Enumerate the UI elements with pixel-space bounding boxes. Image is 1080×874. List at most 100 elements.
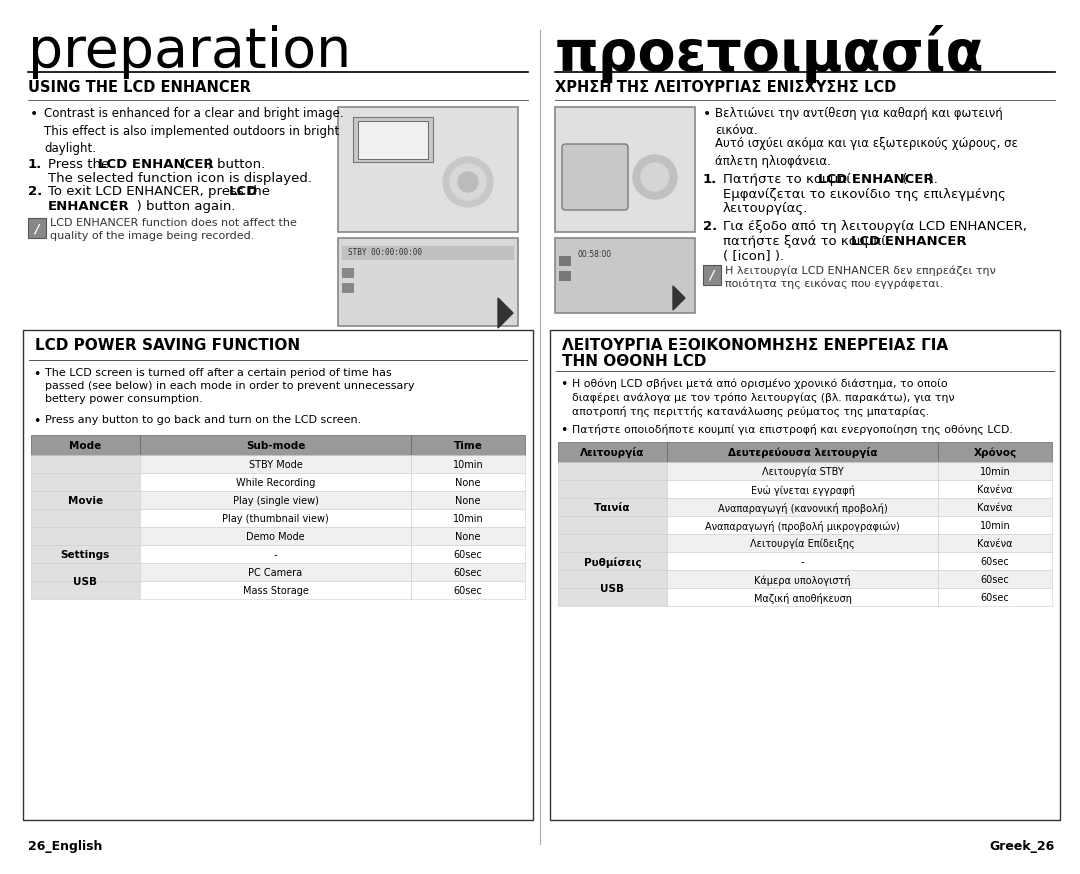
Text: •: • xyxy=(33,368,40,381)
Circle shape xyxy=(642,163,669,191)
Text: LCD ENHANCER: LCD ENHANCER xyxy=(818,173,933,186)
Bar xyxy=(558,498,666,516)
Text: 2.: 2. xyxy=(28,185,42,198)
Text: STBY Mode: STBY Mode xyxy=(248,460,302,470)
Text: Mode: Mode xyxy=(69,441,102,451)
Text: 60sec: 60sec xyxy=(981,575,1010,585)
Text: πατήστε ξανά το κουμπί: πατήστε ξανά το κουμπί xyxy=(723,235,890,248)
Text: STBY 00:00:00:00: STBY 00:00:00:00 xyxy=(348,248,422,257)
Text: Αυτό ισχύει ακόμα και για εξωτερικούς χώρους, σε
άπλετη ηλιοφάνεια.: Αυτό ισχύει ακόμα και για εξωτερικούς χώ… xyxy=(715,137,1017,168)
Text: 60sec: 60sec xyxy=(454,568,483,578)
Text: Εμφανίζεται το εικονίδιο της επιλεγμένης: Εμφανίζεται το εικονίδιο της επιλεγμένης xyxy=(723,188,1005,201)
Text: /: / xyxy=(710,269,714,282)
Text: 00:58:00: 00:58:00 xyxy=(577,250,611,259)
Bar xyxy=(703,265,721,285)
Bar xyxy=(139,527,411,545)
Bar xyxy=(31,527,139,545)
Text: Movie: Movie xyxy=(68,496,103,506)
Text: ΤΗΝ ΟΘΟΝΗ LCD: ΤΗΝ ΟΘΟΝΗ LCD xyxy=(562,354,706,369)
Text: 10min: 10min xyxy=(980,467,1011,477)
Bar xyxy=(139,455,411,473)
Bar xyxy=(559,256,571,266)
Bar xyxy=(558,462,666,480)
Text: ( [icon] ).: ( [icon] ). xyxy=(723,250,784,263)
Bar xyxy=(939,498,1052,516)
Text: Λειτουργία: Λειτουργία xyxy=(580,447,645,459)
Bar xyxy=(139,473,411,491)
Text: •: • xyxy=(703,107,712,121)
Bar xyxy=(353,117,433,162)
Bar xyxy=(555,238,696,313)
Text: 60sec: 60sec xyxy=(454,550,483,560)
Bar xyxy=(338,107,518,232)
Text: Mass Storage: Mass Storage xyxy=(243,586,309,596)
Text: 10min: 10min xyxy=(980,521,1011,531)
Text: USB: USB xyxy=(600,584,624,594)
Bar xyxy=(666,516,939,534)
Bar xyxy=(558,570,666,588)
Bar xyxy=(23,330,534,820)
Bar xyxy=(31,435,139,455)
Text: Press any button to go back and turn on the LCD screen.: Press any button to go back and turn on … xyxy=(45,415,361,425)
Text: -: - xyxy=(274,550,278,560)
Bar xyxy=(411,581,525,599)
Bar xyxy=(139,581,411,599)
Bar xyxy=(666,534,939,552)
Text: •: • xyxy=(33,415,40,428)
Text: Ταινία: Ταινία xyxy=(594,503,631,513)
Text: None: None xyxy=(456,478,481,488)
Bar xyxy=(411,563,525,581)
Bar xyxy=(939,570,1052,588)
Bar xyxy=(411,435,525,455)
Bar xyxy=(939,588,1052,606)
Text: Ρυθμίσεις: Ρυθμίσεις xyxy=(583,557,642,567)
Text: USING THE LCD ENHANCER: USING THE LCD ENHANCER xyxy=(28,80,251,95)
Text: ΧΡΗΣΗ ΤΗΣ ΛΕΙΤΟΥΡΓΙΑΣ ΕΝΙΣΧΥΣΗΣ LCD: ΧΡΗΣΗ ΤΗΣ ΛΕΙΤΟΥΡΓΙΑΣ ΕΝΙΣΧΥΣΗΣ LCD xyxy=(555,80,896,95)
Bar xyxy=(411,455,525,473)
Text: Κανένα: Κανένα xyxy=(977,503,1013,513)
Text: LCD POWER SAVING FUNCTION: LCD POWER SAVING FUNCTION xyxy=(35,338,300,353)
Text: Βελτιώνει την αντίθεση για καθαρή και φωτεινή
εικόνα.: Βελτιώνει την αντίθεση για καθαρή και φω… xyxy=(715,107,1002,137)
Text: •: • xyxy=(561,424,567,437)
Bar xyxy=(558,516,666,534)
Text: Greek_26: Greek_26 xyxy=(989,840,1055,853)
Text: preparation: preparation xyxy=(28,25,351,79)
Text: To exit LCD ENHANCER, press the: To exit LCD ENHANCER, press the xyxy=(48,185,274,198)
Text: 1.: 1. xyxy=(28,158,42,171)
FancyBboxPatch shape xyxy=(562,144,627,210)
Bar xyxy=(550,330,1059,820)
Polygon shape xyxy=(498,298,513,328)
Bar xyxy=(139,491,411,509)
Text: Demo Mode: Demo Mode xyxy=(246,532,305,542)
Text: 10min: 10min xyxy=(453,460,484,470)
Text: -: - xyxy=(800,557,805,567)
Text: Κανένα: Κανένα xyxy=(977,485,1013,495)
Bar xyxy=(338,238,518,326)
Bar xyxy=(558,442,666,462)
Bar xyxy=(31,581,139,599)
Bar xyxy=(139,545,411,563)
Bar xyxy=(31,473,139,491)
Bar xyxy=(939,442,1052,462)
Text: 1.: 1. xyxy=(703,173,717,186)
Text: Αναπαραγωγή (προβολή μικρογραφιών): Αναπαραγωγή (προβολή μικρογραφιών) xyxy=(705,521,900,531)
Bar xyxy=(31,563,139,581)
Text: /: / xyxy=(35,222,39,235)
Text: PC Camera: PC Camera xyxy=(248,568,302,578)
Text: 2.: 2. xyxy=(703,220,717,233)
Text: λειτουργίας.: λειτουργίας. xyxy=(723,202,808,215)
Text: Press the: Press the xyxy=(48,158,113,171)
Bar xyxy=(939,552,1052,570)
Text: Λειτουργία Επίδειξης: Λειτουργία Επίδειξης xyxy=(751,538,855,549)
Text: Η οθόνη LCD σβήνει μετά από ορισμένο χρονικό διάστημα, το οποίο
διαφέρει ανάλογα: Η οθόνη LCD σβήνει μετά από ορισμένο χρο… xyxy=(572,378,955,417)
Text: Κάμερα υπολογιστή: Κάμερα υπολογιστή xyxy=(754,574,851,586)
Text: LCD: LCD xyxy=(229,185,258,198)
Circle shape xyxy=(458,172,478,192)
Text: Αναπαραγωγή (κανονική προβολή): Αναπαραγωγή (κανονική προβολή) xyxy=(717,503,888,514)
Bar xyxy=(666,588,939,606)
Text: Κανένα: Κανένα xyxy=(977,539,1013,549)
Bar xyxy=(31,491,139,509)
Text: USB: USB xyxy=(73,577,97,587)
Bar xyxy=(28,218,46,238)
Text: Time: Time xyxy=(454,441,483,451)
